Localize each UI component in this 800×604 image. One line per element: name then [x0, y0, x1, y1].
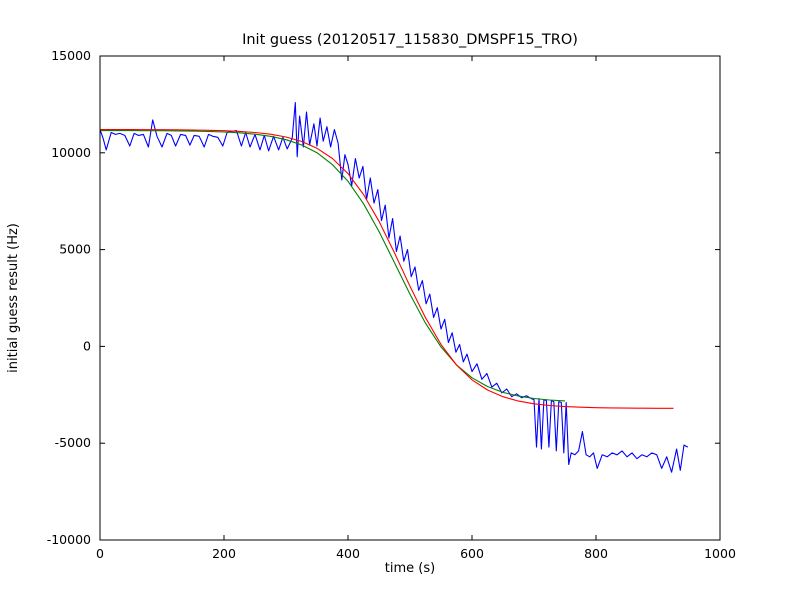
x-tick-label: 1000: [704, 546, 736, 561]
y-tick-label: 15000: [51, 48, 91, 63]
series-group: [99, 101, 689, 473]
series-init-guess-data: [99, 101, 689, 473]
y-tick-label: 5000: [59, 242, 91, 257]
x-tick-label: 800: [584, 546, 608, 561]
x-axis-label: time (s): [385, 561, 435, 576]
x-tick-label: 0: [96, 546, 104, 561]
chart-title: Init guess (20120517_115830_DMSPF15_TRO): [242, 32, 578, 48]
y-tick-label: -10000: [47, 532, 91, 547]
series-fit-curve-red: [100, 129, 674, 409]
y-axis-label: initial guess result (Hz): [6, 223, 21, 373]
x-tick-label: 600: [460, 546, 484, 561]
y-tick-label: -5000: [55, 435, 91, 450]
x-tick-label: 200: [212, 546, 236, 561]
y-tick-label: 10000: [51, 145, 91, 160]
x-tick-label: 400: [336, 546, 360, 561]
y-tick-label: 0: [83, 338, 91, 353]
ticks-group: 0 200 400 600 800 1000 -10000 -5000 0 5000 10000 15…: [47, 48, 736, 561]
plot-frame: [99, 55, 721, 541]
series-fit-curve-green: [100, 130, 566, 402]
